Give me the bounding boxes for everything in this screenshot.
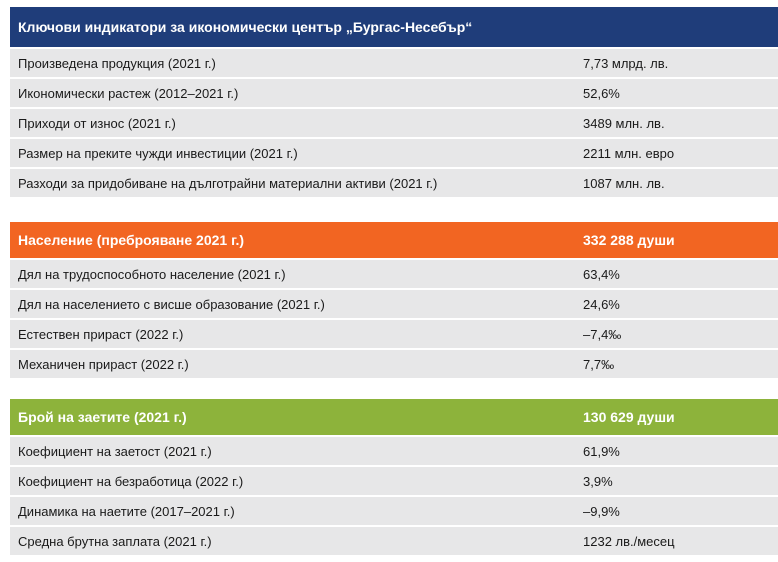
section-title: Ключови индикатори за икономически центъ… xyxy=(18,19,473,35)
indicator-value: 3489 млн. лв. xyxy=(583,115,665,131)
table-row: Икономически растеж (2012–2021 г.) 52,6% xyxy=(10,77,778,107)
indicator-label: Коефициент на безработица (2022 г.) xyxy=(18,473,244,489)
indicator-label: Естествен прираст (2022 г.) xyxy=(18,326,184,342)
indicator-value: –7,4‰ xyxy=(583,326,622,342)
indicator-value: 61,9% xyxy=(583,443,620,459)
indicator-value: –9,9% xyxy=(583,503,620,519)
indicator-value: 63,4% xyxy=(583,266,620,282)
indicator-label: Средна брутна заплата (2021 г.) xyxy=(18,533,212,549)
table-row: Средна брутна заплата (2021 г.) 1232 лв.… xyxy=(10,525,778,555)
employment-table: Брой на заетите (2021 г.) 130 629 души К… xyxy=(10,399,778,555)
indicator-value: 7,7‰ xyxy=(583,356,615,372)
section-title: Население (преброяване 2021 г.) xyxy=(18,232,245,248)
population-table: Население (преброяване 2021 г.) 332 288 … xyxy=(10,222,778,378)
indicator-label: Размер на преките чужди инвестиции (2021… xyxy=(18,145,298,161)
indicator-label: Икономически растеж (2012–2021 г.) xyxy=(18,85,239,101)
table-row: Естествен прираст (2022 г.) –7,4‰ xyxy=(10,318,778,348)
table-row: Разходи за придобиване на дълготрайни ма… xyxy=(10,167,778,197)
section-total: 332 288 души xyxy=(583,232,675,248)
table-row: Приходи от износ (2021 г.) 3489 млн. лв. xyxy=(10,107,778,137)
economic-indicators-table: Ключови индикатори за икономически центъ… xyxy=(10,7,778,197)
table-row: Механичен прираст (2022 г.) 7,7‰ xyxy=(10,348,778,378)
indicator-label: Коефициент на заетост (2021 г.) xyxy=(18,443,212,459)
indicator-label: Разходи за придобиване на дълготрайни ма… xyxy=(18,175,438,191)
table-row: Произведена продукция (2021 г.) 7,73 млр… xyxy=(10,47,778,77)
indicator-label: Произведена продукция (2021 г.) xyxy=(18,55,216,71)
table-row: Коефициент на заетост (2021 г.) 61,9% xyxy=(10,435,778,465)
section-header-population: Население (преброяване 2021 г.) 332 288 … xyxy=(10,222,778,258)
indicator-value: 52,6% xyxy=(583,85,620,101)
section-header-employment: Брой на заетите (2021 г.) 130 629 души xyxy=(10,399,778,435)
table-row: Коефициент на безработица (2022 г.) 3,9% xyxy=(10,465,778,495)
indicator-value: 2211 млн. евро xyxy=(583,145,675,161)
indicator-label: Дял на трудоспособното население (2021 г… xyxy=(18,266,286,282)
table-row: Дял на трудоспособното население (2021 г… xyxy=(10,258,778,288)
table-row: Размер на преките чужди инвестиции (2021… xyxy=(10,137,778,167)
section-title: Брой на заетите (2021 г.) xyxy=(18,409,187,425)
indicator-label: Механичен прираст (2022 г.) xyxy=(18,356,189,372)
indicator-value: 1087 млн. лв. xyxy=(583,175,665,191)
section-total: 130 629 души xyxy=(583,409,675,425)
table-row: Динамика на наетите (2017–2021 г.) –9,9% xyxy=(10,495,778,525)
indicator-label: Приходи от износ (2021 г.) xyxy=(18,115,176,131)
section-header-economic: Ключови индикатори за икономически центъ… xyxy=(10,7,778,47)
indicator-value: 3,9% xyxy=(583,473,613,489)
indicator-label: Динамика на наетите (2017–2021 г.) xyxy=(18,503,235,519)
indicator-value: 1232 лв./месец xyxy=(583,533,675,549)
table-row: Дял на населението с висше образование (… xyxy=(10,288,778,318)
indicator-value: 7,73 млрд. лв. xyxy=(583,55,669,71)
indicator-value: 24,6% xyxy=(583,296,620,312)
indicator-label: Дял на населението с висше образование (… xyxy=(18,296,325,312)
